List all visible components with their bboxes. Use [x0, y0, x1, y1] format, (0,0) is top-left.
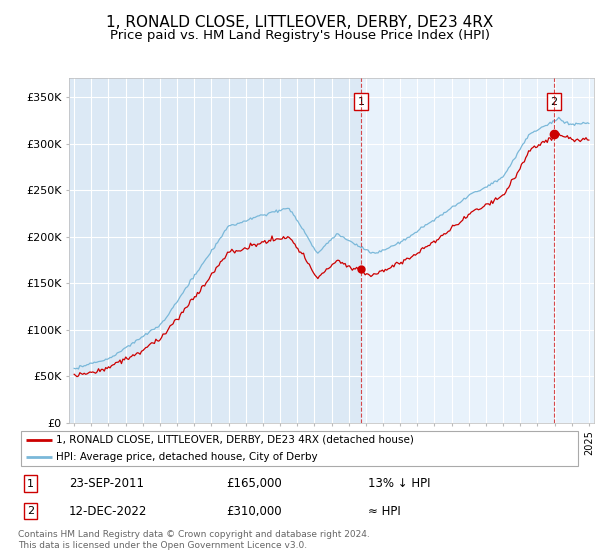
- Text: Price paid vs. HM Land Registry's House Price Index (HPI): Price paid vs. HM Land Registry's House …: [110, 29, 490, 42]
- Text: ≈ HPI: ≈ HPI: [368, 505, 400, 517]
- Text: 12-DEC-2022: 12-DEC-2022: [69, 505, 147, 517]
- Text: Contains HM Land Registry data © Crown copyright and database right 2024.
This d: Contains HM Land Registry data © Crown c…: [18, 530, 370, 550]
- Text: 1, RONALD CLOSE, LITTLEOVER, DERBY, DE23 4RX: 1, RONALD CLOSE, LITTLEOVER, DERBY, DE23…: [106, 15, 494, 30]
- Text: 1: 1: [27, 479, 34, 488]
- Text: £165,000: £165,000: [227, 477, 283, 490]
- Text: 2: 2: [27, 506, 34, 516]
- Bar: [361, 78, 600, 423]
- FancyBboxPatch shape: [21, 431, 578, 466]
- Text: £310,000: £310,000: [227, 505, 283, 517]
- Text: 2: 2: [550, 97, 557, 106]
- Text: 1, RONALD CLOSE, LITTLEOVER, DERBY, DE23 4RX (detached house): 1, RONALD CLOSE, LITTLEOVER, DERBY, DE23…: [56, 435, 414, 445]
- Text: 23-SEP-2011: 23-SEP-2011: [69, 477, 144, 490]
- Text: 13% ↓ HPI: 13% ↓ HPI: [368, 477, 430, 490]
- Text: 1: 1: [358, 97, 365, 106]
- Text: HPI: Average price, detached house, City of Derby: HPI: Average price, detached house, City…: [56, 452, 318, 463]
